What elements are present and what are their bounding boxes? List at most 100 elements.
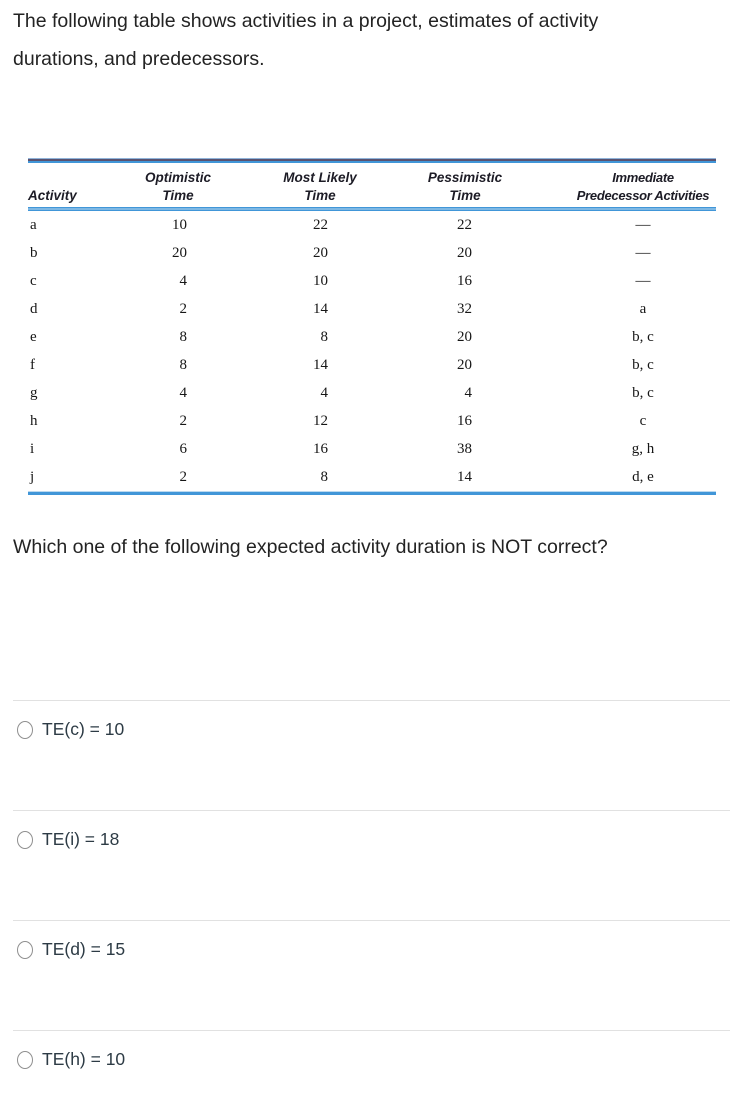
option-row: TE(d) = 15 (17, 940, 745, 959)
option-row: TE(i) = 18 (17, 830, 745, 849)
cell-most-likely: 16 (313, 441, 328, 457)
cell-activity: j (30, 469, 35, 485)
answer-option: TE(i) = 18 (0, 810, 745, 920)
table-row: c 4 10 16 — (28, 267, 716, 295)
cell-most-likely: 22 (313, 217, 328, 233)
cell-pessimistic: 20 (457, 245, 472, 261)
cell-predecessors: d, e (632, 469, 654, 485)
cell-pessimistic: 38 (457, 441, 472, 457)
cell-predecessors: a (639, 301, 647, 317)
cell-most-likely: 8 (320, 469, 329, 485)
table-header-row: Activity Optimistic Time Most Likely Tim… (28, 163, 716, 207)
cell-optimistic: 4 (179, 273, 188, 289)
cell-most-likely: 20 (313, 245, 328, 261)
header-line-bottom: Activity (28, 188, 77, 203)
radio-button[interactable] (17, 830, 33, 849)
cell-optimistic: 6 (179, 441, 188, 457)
table-row: g 4 4 4 b, c (28, 379, 716, 407)
option-row: TE(c) = 10 (17, 720, 745, 739)
cell-predecessors: — (635, 273, 651, 289)
cell-activity: g (30, 385, 38, 401)
table-row: e 8 8 20 b, c (28, 323, 716, 351)
option-label[interactable]: TE(i) = 18 (42, 829, 120, 849)
cell-pessimistic: 16 (457, 273, 472, 289)
cell-activity: b (30, 245, 38, 261)
header-line-bottom: Predecessor Activities (576, 188, 710, 203)
header-line-bottom: Time (162, 188, 194, 203)
cell-pessimistic: 20 (457, 329, 472, 345)
table-top-rule (28, 158, 716, 163)
question-text: Which one of the following expected acti… (13, 536, 608, 558)
radio-button[interactable] (17, 940, 33, 959)
header-line-bottom: Time (449, 188, 481, 203)
cell-pessimistic: 22 (457, 217, 472, 233)
option-row: TE(h) = 10 (17, 1050, 745, 1069)
option-divider (13, 810, 730, 811)
cell-pessimistic: 20 (457, 357, 472, 373)
cell-activity: e (30, 329, 37, 345)
cell-most-likely: 12 (313, 413, 328, 429)
cell-activity: h (30, 413, 38, 429)
cell-most-likely: 4 (320, 385, 329, 401)
option-label[interactable]: TE(c) = 10 (42, 719, 125, 739)
cell-optimistic: 20 (172, 245, 187, 261)
cell-optimistic: 2 (179, 301, 188, 317)
table-body: a 10 22 22 — b 20 20 20 — c 4 10 16 — (28, 211, 716, 491)
table-bottom-rule (28, 491, 716, 495)
answer-options: TE(c) = 10 TE(i) = 18 TE(d) = 15 TE(h) =… (0, 700, 745, 1111)
column-header-predecessors: Immediate Predecessor Activities (528, 163, 716, 207)
table-row: j 2 8 14 d, e (28, 463, 716, 491)
cell-predecessors: b, c (632, 385, 654, 401)
cell-most-likely: 14 (313, 357, 328, 373)
table-row: b 20 20 20 — (28, 239, 716, 267)
cell-most-likely: 8 (320, 329, 329, 345)
cell-activity: c (30, 273, 37, 289)
answer-option: TE(c) = 10 (0, 700, 745, 810)
activity-table: Activity Optimistic Time Most Likely Tim… (28, 158, 716, 495)
cell-predecessors: — (635, 217, 651, 233)
cell-activity: d (30, 301, 38, 317)
cell-optimistic: 2 (179, 413, 188, 429)
option-divider (13, 920, 730, 921)
option-label[interactable]: TE(d) = 15 (42, 939, 126, 959)
table-row: f 8 14 20 b, c (28, 351, 716, 379)
option-divider (13, 700, 730, 701)
cell-predecessors: b, c (632, 329, 654, 345)
cell-predecessors: g, h (631, 441, 655, 457)
cell-optimistic: 4 (179, 385, 188, 401)
table-row: i 6 16 38 g, h (28, 435, 716, 463)
header-line-top: Optimistic (144, 170, 211, 185)
cell-activity: f (30, 357, 35, 373)
header-line-bottom: Time (304, 188, 336, 203)
cell-pessimistic: 32 (457, 301, 472, 317)
table-row: d 2 14 32 a (28, 295, 716, 323)
header-line-top: Pessimistic (427, 170, 503, 185)
cell-pessimistic: 16 (457, 413, 472, 429)
cell-predecessors: b, c (632, 357, 654, 373)
header-line-top: Immediate (612, 170, 674, 185)
cell-activity: a (30, 217, 37, 233)
cell-predecessors: c (639, 413, 647, 429)
cell-pessimistic: 4 (464, 385, 473, 401)
cell-most-likely: 10 (313, 273, 328, 289)
column-header-activity: Activity (28, 163, 118, 207)
cell-optimistic: 2 (179, 469, 188, 485)
radio-button[interactable] (17, 720, 33, 739)
header-line-top: Most Likely (283, 170, 357, 185)
table-header-rule (28, 207, 716, 211)
answer-option: TE(h) = 10 (0, 1030, 745, 1111)
answer-option: TE(d) = 15 (0, 920, 745, 1030)
cell-optimistic: 8 (179, 329, 188, 345)
question-intro: The following table shows activities in … (13, 10, 599, 70)
option-divider (13, 1030, 730, 1031)
table-row: a 10 22 22 — (28, 211, 716, 239)
cell-activity: i (30, 441, 35, 457)
cell-optimistic: 8 (179, 357, 188, 373)
cell-pessimistic: 14 (457, 469, 472, 485)
table-row: h 2 12 16 c (28, 407, 716, 435)
column-header-optimistic: Optimistic Time (118, 163, 238, 207)
option-label[interactable]: TE(h) = 10 (42, 1049, 126, 1069)
radio-button[interactable] (17, 1050, 33, 1069)
column-header-pessimistic: Pessimistic Time (402, 163, 528, 207)
